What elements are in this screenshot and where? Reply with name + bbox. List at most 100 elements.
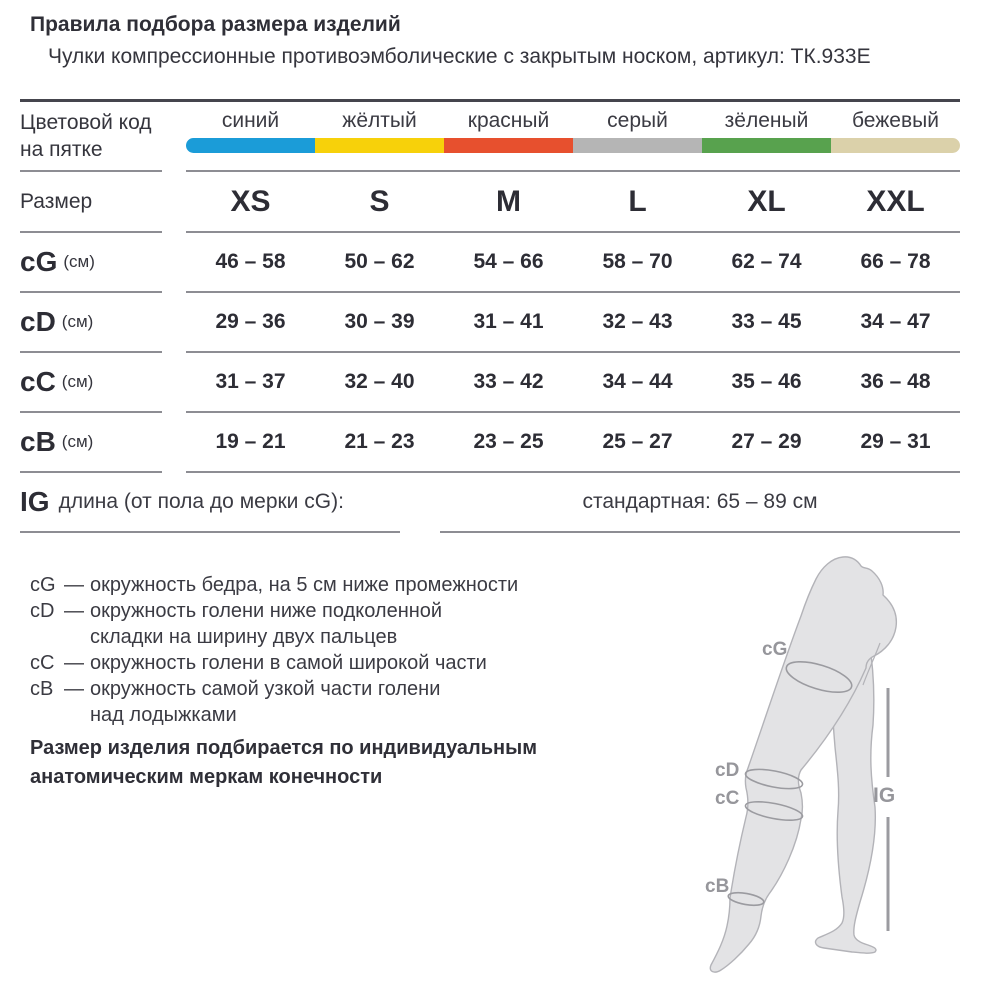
measure-cell: 66 – 78 [860, 250, 931, 273]
length-description: длина (от пола до мерки cG): [58, 490, 344, 513]
size-cell-s: S [369, 184, 390, 218]
measure-row-cg-label: cG (см) [20, 233, 162, 293]
measure-row-cb-label: cB (см) [20, 413, 162, 473]
legend-term: cG [30, 574, 56, 596]
legend-item-cg: cG — окружность бедра, на 5 см ниже пром… [30, 572, 610, 598]
measure-cell: 21 – 23 [344, 430, 415, 453]
color-bar-segment-green [702, 138, 831, 153]
color-code-row: Цветовой код на пятке синий жёлтый красн… [20, 102, 960, 172]
size-cells: XS S M L XL XXL [186, 172, 960, 231]
color-name-beige: бежевый [852, 109, 939, 132]
color-bar-segment-yellow [315, 138, 444, 153]
measure-cell: 31 – 37 [215, 370, 286, 393]
color-code-values: синий жёлтый красный серый зёленый бежев… [186, 102, 960, 172]
size-cell-xs: XS [230, 184, 271, 218]
measure-cell: 62 – 74 [731, 250, 802, 273]
measure-unit: (см) [61, 432, 94, 451]
column-gap [162, 293, 186, 353]
heel-color-bar [186, 138, 960, 153]
measure-cell: 35 – 46 [731, 370, 802, 393]
legend-dash: — [64, 678, 84, 700]
product-subtitle: Чулки компрессионные противоэмболические… [48, 45, 871, 68]
diagram-label-cb: cB [705, 876, 729, 897]
measure-row-cc-label: cC (см) [20, 353, 162, 413]
measure-row-cc: cC (см) 31 – 37 32 – 40 33 – 42 34 – 44 … [20, 353, 960, 413]
measure-cell: 36 – 48 [860, 370, 931, 393]
buttock-crease-line [862, 642, 881, 686]
measure-cell: 29 – 31 [860, 430, 931, 453]
cg-measure-band [785, 661, 853, 693]
cc-measure-band [744, 800, 804, 822]
measure-cells: 46 – 58 50 – 62 54 – 66 58 – 70 62 – 74 … [186, 233, 960, 291]
measure-cell: 31 – 41 [473, 310, 544, 333]
column-gap [162, 413, 186, 473]
legend-item-cc: cC — окружность голени в самой широкой ч… [30, 650, 610, 676]
color-bar-segment-gray [573, 138, 702, 153]
color-bar-segment-blue [186, 138, 315, 153]
measure-cells: 19 – 21 21 – 23 23 – 25 25 – 27 27 – 29 … [186, 413, 960, 471]
measure-cell: 32 – 43 [602, 310, 673, 333]
length-row: IG длина (от пола до мерки cG): стандарт… [20, 473, 960, 533]
diagram-label-ig: IG [873, 784, 895, 807]
cd-measure-band [744, 768, 804, 790]
column-gap [162, 102, 186, 172]
measure-cell: 34 – 44 [602, 370, 673, 393]
sizing-note: Размер изделия подбирается по индивидуал… [30, 737, 538, 788]
legend-term: cC [30, 652, 55, 674]
length-value: стандартная: 65 – 89 см [440, 473, 960, 533]
size-cell-xl: XL [747, 184, 786, 218]
legend-text: окружность самой узкой части голени над … [90, 678, 441, 726]
measure-cell: 33 – 42 [473, 370, 544, 393]
measure-cell: 34 – 47 [860, 310, 931, 333]
front-leg-shape [709, 556, 898, 973]
color-name-green: зёленый [724, 109, 809, 132]
legend-text: окружность бедра, на 5 см ниже промежнос… [90, 574, 519, 596]
legend-term: cD [30, 600, 55, 622]
color-name-blue: синий [221, 109, 280, 132]
measure-row-cd: cD (см) 29 – 36 30 – 39 31 – 41 32 – 43 … [20, 293, 960, 353]
legend-text: окружность голени в самой широкой части [90, 652, 487, 674]
legend-item-cd: cD — окружность голени ниже подколенной … [30, 598, 610, 650]
measure-cell: 54 – 66 [473, 250, 544, 273]
measure-cell: 33 – 45 [731, 310, 802, 333]
measure-code: cG [20, 246, 58, 277]
measure-row-cb: cB (см) 19 – 21 21 – 23 23 – 25 25 – 27 … [20, 413, 960, 473]
length-code: IG [20, 486, 50, 517]
legend-dash: — [64, 574, 84, 596]
length-row-label: IG длина (от пола до мерки cG): [20, 473, 400, 533]
legend-text: окружность голени ниже подколенной склад… [90, 600, 443, 648]
measurement-legend: cG — окружность бедра, на 5 см ниже пром… [30, 572, 610, 728]
measure-cells: 31 – 37 32 – 40 33 – 42 34 – 44 35 – 46 … [186, 353, 960, 411]
color-name-gray: серый [607, 109, 668, 132]
measure-cell: 29 – 36 [215, 310, 286, 333]
diagram-label-cc: cC [715, 788, 740, 809]
color-code-row-label: Цветовой код на пятке [20, 102, 162, 172]
diagram-label-cg: cG [762, 639, 787, 660]
color-bar-segment-red [444, 138, 573, 153]
color-bar-segment-beige [831, 138, 960, 153]
legend-dash: — [64, 600, 84, 622]
measure-code: cD [20, 306, 56, 337]
diagram-label-cd: cD [715, 760, 739, 781]
measure-cell: 50 – 62 [344, 250, 415, 273]
column-gap [162, 353, 186, 413]
measure-cell: 30 – 39 [344, 310, 415, 333]
column-gap [162, 233, 186, 293]
color-name-row: синий жёлтый красный серый зёленый бежев… [186, 102, 960, 133]
measure-cells: 29 – 36 30 – 39 31 – 41 32 – 43 33 – 45 … [186, 293, 960, 351]
color-name-yellow: жёлтый [342, 109, 417, 132]
measure-row-cd-label: cD (см) [20, 293, 162, 353]
size-row: Размер XS S M L XL XXL [20, 172, 960, 233]
measure-cell: 58 – 70 [602, 250, 673, 273]
measure-code: cB [20, 426, 56, 457]
legend-item-cb: cB — окружность самой узкой части голени… [30, 676, 610, 728]
back-leg-shape [814, 625, 877, 954]
measure-cell: 32 – 40 [344, 370, 415, 393]
measure-cell: 19 – 21 [215, 430, 286, 453]
size-cell-m: M [496, 184, 521, 218]
leg-measurement-diagram: cG cD cC cB IG [705, 556, 898, 973]
measure-row-cg: cG (см) 46 – 58 50 – 62 54 – 66 58 – 70 … [20, 233, 960, 293]
measure-code: cC [20, 366, 56, 397]
size-row-label: Размер [20, 172, 162, 233]
measure-unit: (см) [61, 372, 94, 391]
